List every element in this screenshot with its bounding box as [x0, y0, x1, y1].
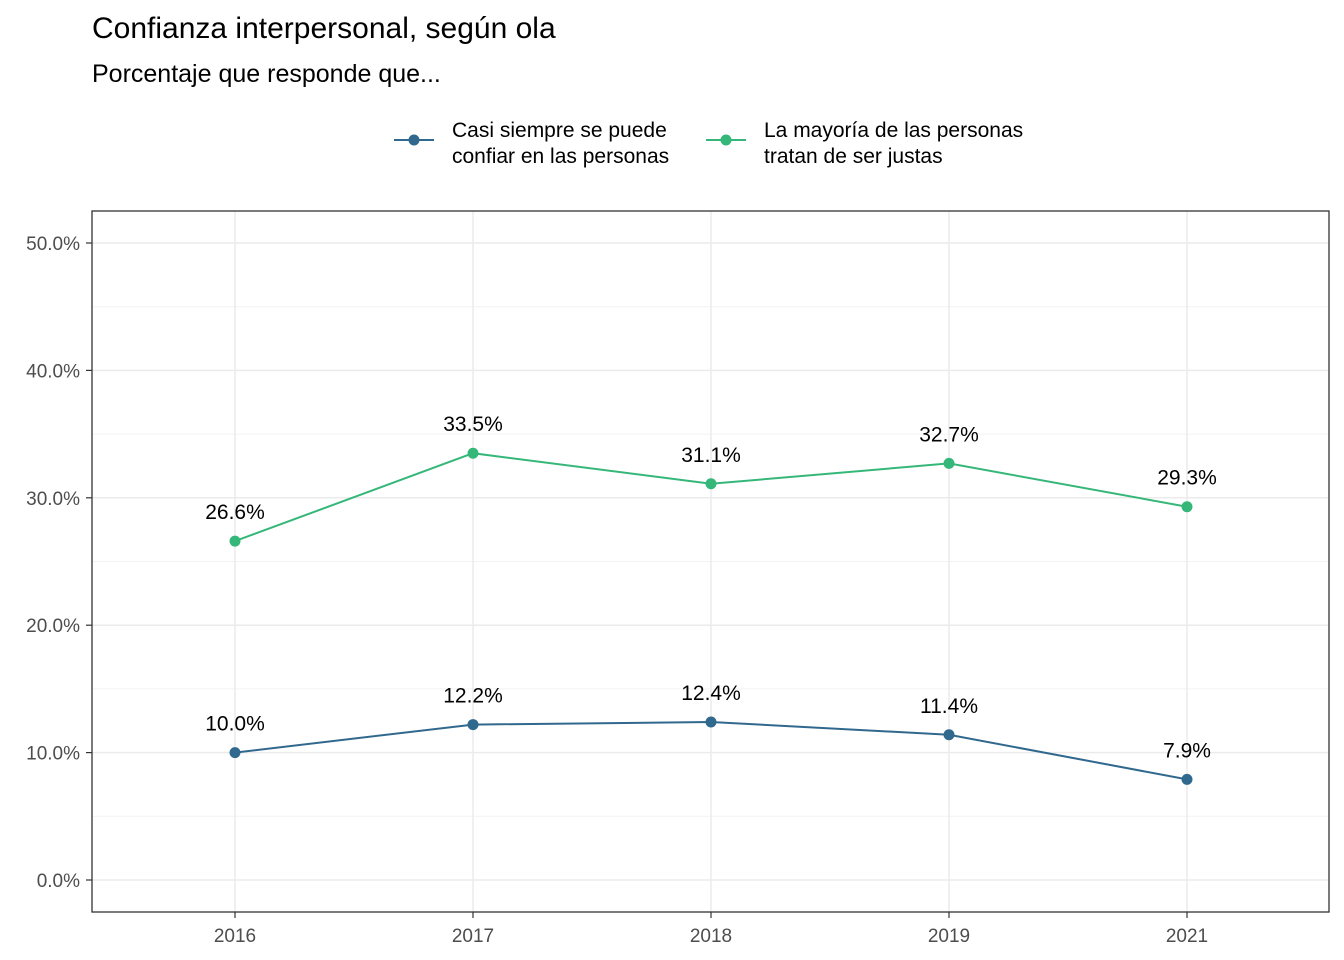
- data-label: 29.3%: [1157, 467, 1217, 490]
- axes: 0.0% 10.0% 20.0% 30.0% 40.0% 50.0% 2016 2017 201…: [26, 234, 1208, 947]
- data-label: 33.5%: [443, 413, 503, 436]
- data-point: [705, 478, 717, 490]
- data-point: [1181, 501, 1193, 513]
- chart-title: Confianza interpersonal, según ola: [92, 12, 556, 45]
- data-point: [229, 535, 241, 547]
- y-tick-label: 0.0%: [37, 871, 80, 892]
- data-point: [943, 729, 955, 741]
- data-point: [1181, 773, 1193, 785]
- data-label: 10.0%: [205, 713, 265, 736]
- legend-label-line: confiar en las personas: [452, 145, 670, 168]
- data-label: 12.4%: [681, 682, 741, 705]
- chart-subtitle: Porcentaje que responde que...: [92, 60, 441, 88]
- y-tick-label: 20.0%: [26, 616, 80, 637]
- legend-item-series-1: Casi siempre se puede confiar en las per…: [392, 118, 752, 178]
- data-point: [943, 457, 955, 469]
- y-tick-label: 10.0%: [26, 744, 80, 765]
- data-label: 11.4%: [920, 695, 978, 718]
- legend-item-series-2: La mayoría de las personas tratan de ser…: [704, 118, 1064, 178]
- series-2: 26.6% 33.5% 31.1% 32.7% 29.3%: [205, 413, 1217, 547]
- y-tick-label: 50.0%: [26, 234, 80, 255]
- legend-label-line: Casi siempre se puede: [452, 119, 667, 142]
- data-label: 32.7%: [919, 423, 979, 446]
- y-tick-label: 40.0%: [26, 361, 80, 382]
- data-point: [467, 447, 479, 459]
- x-tick-label: 2018: [690, 926, 732, 947]
- x-tick-label: 2016: [214, 926, 256, 947]
- series-layer: 10.0% 12.2% 12.4% 11.4% 7.9% 26.6% 33.5% 31.1% 3…: [205, 413, 1217, 785]
- data-point: [467, 719, 479, 731]
- legend-key-series-1: [394, 134, 434, 146]
- series-1: 10.0% 12.2% 12.4% 11.4% 7.9%: [205, 682, 1211, 785]
- major-gridlines: [92, 211, 1329, 912]
- legend-label-line: La mayoría de las personas: [764, 119, 1024, 142]
- x-tick-label: 2021: [1166, 926, 1208, 947]
- legend-key-series-2: [706, 134, 746, 146]
- x-tick-label: 2017: [452, 926, 494, 947]
- legend-label-series-2: La mayoría de las personas tratan de ser…: [764, 118, 1023, 170]
- data-point: [705, 716, 717, 728]
- data-point: [229, 747, 241, 759]
- legend-label-line: tratan de ser justas: [764, 145, 943, 168]
- x-tick-label: 2019: [928, 926, 970, 947]
- data-label: 7.9%: [1163, 739, 1211, 762]
- y-tick-label: 30.0%: [26, 489, 80, 510]
- legend-label-series-1: Casi siempre se puede confiar en las per…: [452, 118, 669, 170]
- data-label: 31.1%: [681, 444, 741, 467]
- data-label: 12.2%: [443, 685, 503, 708]
- data-label: 26.6%: [205, 501, 265, 524]
